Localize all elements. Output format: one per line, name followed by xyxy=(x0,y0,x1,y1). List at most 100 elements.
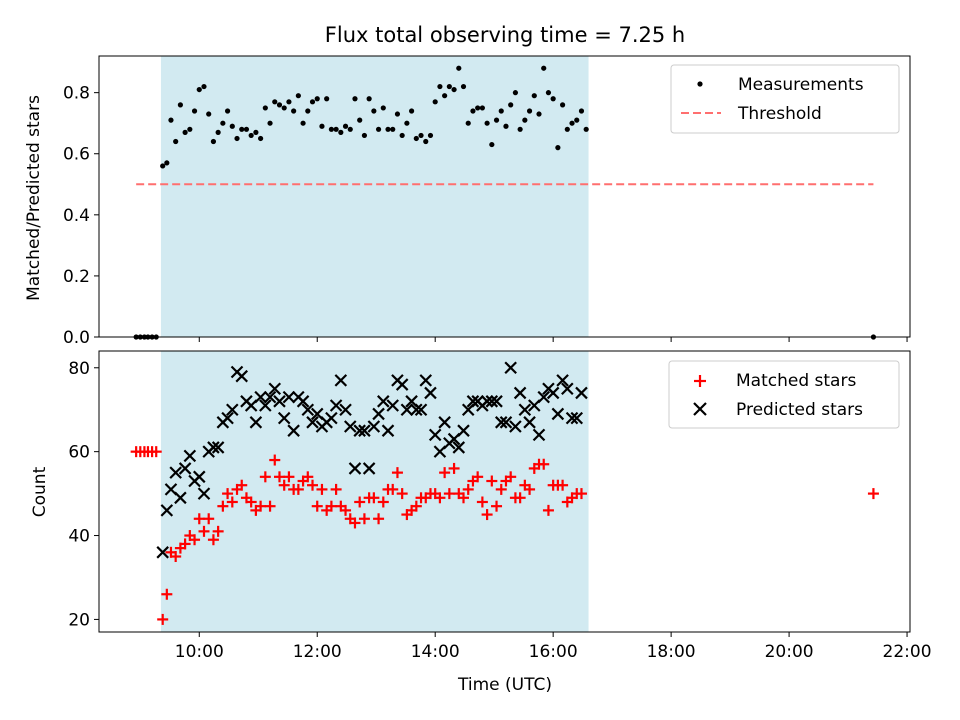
matched-stars-point xyxy=(179,538,191,550)
measurements-point xyxy=(437,83,443,90)
measurements-point xyxy=(484,120,490,126)
ratio-panel: 0.0 0.2 0.4 0.6 0.8 Flux total observing tim… xyxy=(24,23,911,348)
matched-stars-point xyxy=(358,513,370,525)
matched-stars-point xyxy=(486,475,498,487)
matched-stars-point xyxy=(542,504,554,516)
matched-stars-point xyxy=(193,513,205,525)
observing-window-shade xyxy=(160,351,589,632)
predicted-stars-point xyxy=(570,411,584,425)
measurements-point xyxy=(508,102,514,108)
matched-stars-point xyxy=(217,500,229,512)
predicted-stars-point xyxy=(174,491,187,505)
measurements-point xyxy=(555,145,561,151)
measurements-point xyxy=(286,99,292,105)
predicted-stars-point xyxy=(296,395,310,408)
measurements-point xyxy=(191,108,198,114)
predicted-stars-point xyxy=(490,395,503,408)
predicted-stars-point xyxy=(282,390,296,404)
matched-stars-point xyxy=(373,513,385,525)
ratio-panel-frame xyxy=(98,55,911,338)
measurements-point xyxy=(569,120,575,126)
matched-stars-point xyxy=(396,488,408,500)
predicted-stars-point xyxy=(537,390,551,404)
measurements-point xyxy=(305,108,311,114)
predicted-stars-point xyxy=(419,374,433,387)
legend-label-predicted-stars: Predicted stars xyxy=(736,400,863,420)
measurements-point xyxy=(512,90,519,96)
predicted-stars-point xyxy=(343,420,357,433)
predicted-stars-point xyxy=(211,441,225,454)
measurements-point xyxy=(366,96,372,102)
measurements-point xyxy=(291,108,297,114)
matched-stars-point xyxy=(410,500,422,512)
measurements-point xyxy=(371,108,377,114)
measurements-point xyxy=(160,163,166,169)
measurements-point xyxy=(258,135,264,142)
y-tick-label: 80 xyxy=(68,359,90,379)
predicted-stars-point xyxy=(353,424,366,437)
measurements-point xyxy=(423,138,429,145)
matched-stars-point xyxy=(443,488,455,500)
measurements-point xyxy=(460,83,467,90)
matched-stars-point xyxy=(150,446,162,458)
y-tick-label: 40 xyxy=(68,527,90,547)
measurements-point xyxy=(234,135,240,142)
measurements-point xyxy=(210,138,217,145)
matched-stars-point xyxy=(491,500,503,512)
predicted-stars-point xyxy=(254,390,267,404)
predicted-stars-point xyxy=(197,487,211,500)
measurements-point xyxy=(319,123,325,129)
matched-stars-point xyxy=(434,492,446,504)
matched-stars-point xyxy=(462,483,474,495)
y-tick-label: 0.2 xyxy=(63,267,90,287)
predicted-stars-point xyxy=(518,403,532,416)
measurements-point xyxy=(550,96,556,102)
measurements-point xyxy=(578,108,585,114)
matched-stars-point xyxy=(278,479,290,491)
matched-stars-point xyxy=(292,483,304,495)
predicted-stars-point xyxy=(160,504,174,517)
predicted-stars-point xyxy=(183,449,197,463)
matched-stars-point xyxy=(316,483,328,495)
measurements-point xyxy=(399,132,405,139)
count-marks xyxy=(130,361,879,625)
predicted-stars-point xyxy=(358,424,371,437)
predicted-stars-point xyxy=(509,420,522,433)
matched-stars-point xyxy=(273,471,285,483)
matched-stars-point xyxy=(207,534,219,546)
ratio-y-ticks: 0.0 0.2 0.4 0.6 0.8 xyxy=(63,84,99,348)
predicted-stars-point xyxy=(325,411,338,425)
matched-stars-point xyxy=(538,458,550,470)
measurements-point xyxy=(503,123,509,129)
matched-stars-point xyxy=(311,500,323,512)
measurements-point xyxy=(498,108,504,114)
predicted-stars-point xyxy=(485,395,499,408)
measurements-point xyxy=(196,86,202,93)
measurements-point xyxy=(300,120,306,126)
measurements-point xyxy=(522,117,528,123)
measurements-point xyxy=(342,123,349,129)
matched-stars-point xyxy=(269,454,281,466)
measurements-point xyxy=(418,132,424,139)
measurements-point xyxy=(347,126,353,132)
legend-label-measurements: Measurements xyxy=(738,75,864,95)
matched-stars-point xyxy=(391,467,403,479)
predicted-stars-point xyxy=(381,424,395,437)
matched-stars-point xyxy=(283,471,295,483)
matched-stars-point xyxy=(325,500,337,512)
matched-stars-point xyxy=(330,483,342,495)
x-tick-label: 16:00 xyxy=(529,642,578,662)
matched-stars-point xyxy=(222,488,234,500)
measurements-point xyxy=(380,105,386,111)
measurements-point xyxy=(173,138,179,145)
matched-stars-point xyxy=(349,517,361,529)
measurements-point xyxy=(456,65,462,71)
measurements-point xyxy=(243,126,250,132)
observing-window-shade xyxy=(160,56,589,337)
matched-stars-point xyxy=(354,496,366,508)
predicted-stars-point xyxy=(367,420,381,433)
matched-stars-point xyxy=(264,500,276,512)
chart-title: Flux total observing time = 7.25 h xyxy=(325,23,685,47)
matched-stars-point xyxy=(377,496,389,508)
predicted-stars-point xyxy=(207,441,220,454)
